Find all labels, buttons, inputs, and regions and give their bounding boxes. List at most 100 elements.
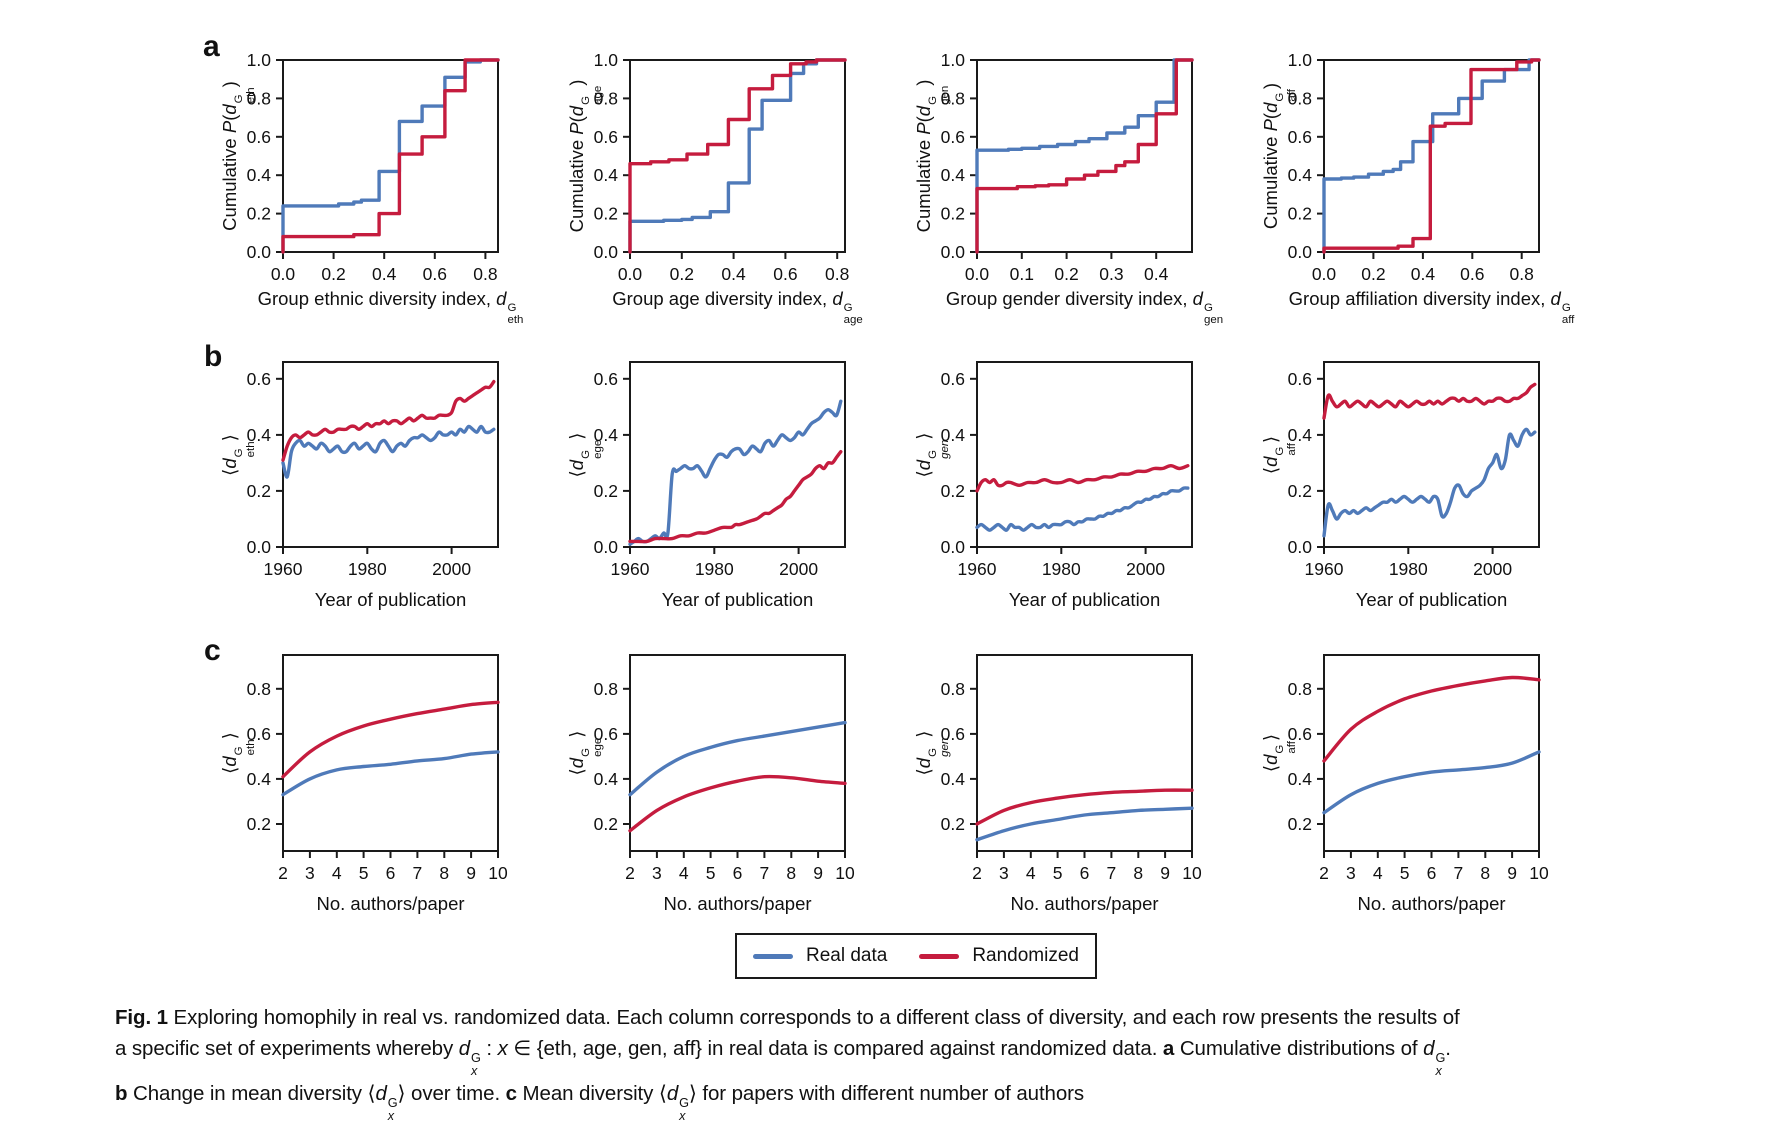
randomized-line — [628, 450, 843, 544]
x-tick-label: 1980 — [1389, 559, 1428, 579]
axis-ticks: 0.0 0.2 0.4 0.6 0.8 0.0 0.2 0.4 0.6 0.8 1.0 — [1288, 50, 1534, 284]
text-run: d — [219, 457, 240, 469]
y-tick-label: 0.0 — [941, 242, 966, 262]
legend-item-randomized: Randomized — [919, 945, 1079, 967]
y-tick-label: 0.4 — [247, 165, 272, 185]
y-tick-label: 0.8 — [941, 88, 965, 108]
x-tick-label: 6 — [1427, 863, 1437, 883]
real-data-line — [1322, 58, 1541, 254]
axis-ticks: 0.0 0.2 0.4 0.6 0.8 0.0 0.2 0.4 0.6 0.8 1.0 — [594, 50, 850, 284]
y-tick-label: 0.2 — [247, 204, 271, 224]
real-data-line — [628, 399, 843, 546]
text-run: d — [219, 756, 240, 767]
text-run: ⟨ — [1260, 764, 1281, 773]
y-tick-label: 0.2 — [1288, 204, 1312, 224]
y-tick-label: 0.0 — [594, 242, 619, 262]
text-run: ( — [1260, 112, 1281, 120]
x-tick-label: 0.0 — [1312, 264, 1337, 284]
y-tick-label: 0.8 — [247, 679, 271, 699]
randomized-line — [281, 700, 500, 779]
text-run: a specific set of experiments whereby — [115, 1037, 459, 1060]
y-tick-label: 0.6 — [247, 724, 271, 744]
y-tick-label: 0.8 — [1288, 88, 1312, 108]
figure-caption: Fig. 1 Exploring homophily in real vs. r… — [115, 1002, 1495, 1123]
axis-ticks: 2 3 4 5 6 7 8 9 10 0.2 0.4 0.6 0.8 — [941, 679, 1202, 883]
real-data-line-swatch — [752, 953, 793, 959]
y-tick-label: 0.2 — [941, 204, 965, 224]
text-run: Group ethnic diversity index, — [257, 288, 497, 309]
x-tick-label: 0.4 — [1144, 264, 1169, 284]
text-run: a — [1162, 1037, 1175, 1060]
text-run: d — [1260, 456, 1281, 467]
panel-a-gen: 0.0 0.1 0.2 0.3 0.4 0.0 0.2 0.4 0.6 0.8 1.0 — [941, 50, 1194, 284]
text-run: Cumulative — [566, 134, 587, 233]
text-run: . — [1445, 1037, 1451, 1060]
text-run: P — [1260, 119, 1281, 132]
text-run: ⟩ — [1260, 733, 1281, 742]
x-tick-label: 0.8 — [473, 264, 497, 284]
axis-ticks: 1960 1980 2000 0.0 0.2 0.4 0.6 — [1288, 369, 1513, 579]
panel-c-aff: 2 3 4 5 6 7 8 9 10 0.2 0.4 0.6 0.8 — [1288, 654, 1549, 883]
y-tick-label: 0.6 — [594, 724, 618, 744]
xlabel-b-eth: Year of publication — [191, 589, 591, 611]
text-run: ) — [913, 79, 934, 86]
text-run: ⟩ — [1260, 435, 1281, 443]
x-tick-label: 0.1 — [1010, 264, 1034, 284]
y-tick-label: 0.2 — [941, 481, 965, 501]
x-tick-label: 2000 — [779, 559, 818, 579]
y-tick-label: 0.0 — [594, 537, 619, 557]
panel-b-eth: 1960 1980 2000 0.0 0.2 0.4 0.6 — [247, 361, 499, 579]
x-tick-label: 0.4 — [721, 264, 746, 284]
x-tick-label: 3 — [652, 863, 662, 883]
x-tick-label: 6 — [386, 863, 396, 883]
y-tick-label: 0.0 — [1288, 242, 1313, 262]
randomized-line — [628, 774, 847, 833]
y-tick-label: 0.6 — [941, 127, 965, 147]
y-tick-label: 0.0 — [247, 242, 272, 262]
text-run: ( — [566, 116, 587, 123]
text-run: ⟨ — [913, 469, 934, 477]
x-tick-label: 0.2 — [670, 264, 694, 284]
x-tick-label: 5 — [706, 863, 716, 883]
x-tick-label: 0.0 — [271, 264, 296, 284]
x-tick-label: 0.2 — [1054, 264, 1078, 284]
text-run: ⟩ — [913, 730, 934, 738]
randomized-line — [975, 58, 1194, 254]
real-data-line — [628, 720, 847, 797]
y-tick-label: 0.0 — [1288, 537, 1313, 557]
text-run: Cumulative — [1260, 131, 1281, 230]
y-tick-label: 0.4 — [941, 425, 966, 445]
x-tick-label: 10 — [1529, 863, 1549, 883]
real-data-line — [628, 58, 847, 254]
xlabel-c-eth: No. authors/paper — [191, 893, 591, 915]
real-data-line — [1322, 750, 1541, 815]
x-tick-label: 0.8 — [1510, 264, 1534, 284]
text-run: ⟩ over time. — [397, 1081, 506, 1105]
text-run: ) — [1260, 82, 1281, 90]
panel-b-aff: 1960 1980 2000 0.0 0.2 0.4 0.6 — [1288, 361, 1540, 579]
y-tick-label: 0.4 — [1288, 425, 1313, 445]
randomized-line-swatch — [919, 953, 960, 959]
real-data-line — [281, 424, 496, 479]
axis-ticks: 2 3 4 5 6 7 8 9 10 0.2 0.4 0.6 0.8 — [594, 679, 855, 883]
x-tick-label: 7 — [1454, 863, 1464, 883]
axis-ticks: 2 3 4 5 6 7 8 9 10 0.2 0.4 0.6 0.8 — [1288, 679, 1549, 883]
text-run: Mean diversity ⟨ — [516, 1081, 667, 1105]
real-data-line — [975, 806, 1194, 842]
x-tick-label: 2000 — [432, 559, 471, 579]
x-tick-label: 0.2 — [1361, 264, 1385, 284]
x-tick-label: 5 — [359, 863, 369, 883]
x-tick-label: 8 — [1133, 863, 1143, 883]
axes-box — [976, 654, 1193, 852]
text-run: ⟩ for papers with different number of au… — [688, 1081, 1085, 1105]
